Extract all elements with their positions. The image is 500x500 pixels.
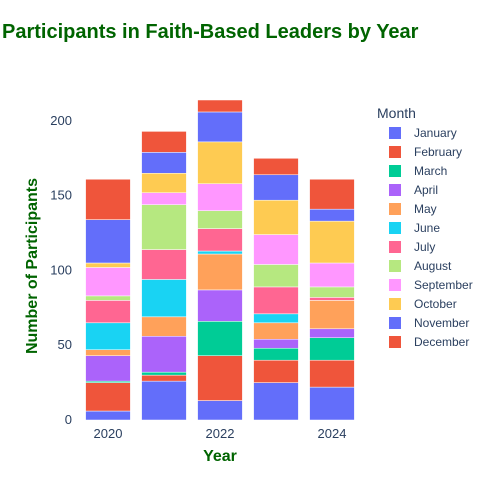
bar-segment-september-2023 [253, 234, 299, 265]
legend-swatch-june [389, 222, 401, 234]
bar-segment-february-2023 [253, 359, 299, 383]
legend-swatch-july [389, 241, 401, 253]
bar-segment-october-2021 [141, 173, 187, 193]
bar-segment-november-2021 [141, 152, 187, 174]
bar-segment-august-2023 [253, 264, 299, 288]
y-tick-label: 150 [50, 188, 72, 203]
legend-swatch-april [389, 184, 401, 196]
bar-segment-november-2024 [309, 208, 355, 222]
bar-segment-july-2023 [253, 286, 299, 315]
x-tick-label: 2024 [318, 426, 347, 441]
bar-segment-june-2020 [85, 322, 131, 350]
bar-segment-july-2024 [309, 297, 355, 301]
bar-segment-april-2024 [309, 328, 355, 339]
bar-segment-september-2021 [141, 192, 187, 205]
bar-segment-july-2021 [141, 249, 187, 280]
bar-segment-december-2021 [141, 131, 187, 153]
bar-segment-november-2023 [253, 174, 299, 201]
bar-segment-may-2023 [253, 322, 299, 340]
y-tick-label: 100 [50, 262, 72, 277]
legend-label-april: April [414, 183, 438, 197]
bar-segment-november-2020 [85, 219, 131, 264]
legend-swatch-march [389, 165, 401, 177]
bar-segment-may-2024 [309, 300, 355, 330]
legend-label-december: December [414, 335, 469, 349]
legend: Month January February March April May June Ju… [377, 105, 473, 349]
bar-segment-may-2020 [85, 349, 131, 356]
legend-title: Month [377, 105, 416, 121]
bar-segment-august-2020 [85, 295, 131, 301]
bar-segment-august-2021 [141, 204, 187, 250]
legend-label-may: May [414, 202, 437, 216]
legend-swatch-february [389, 146, 401, 158]
bar-segment-september-2020 [85, 267, 131, 297]
legend-label-june: June [414, 221, 440, 235]
bar-segment-december-2022 [197, 99, 243, 113]
legend-swatch-january [389, 127, 401, 139]
bar-segment-august-2022 [197, 210, 243, 229]
legend-swatch-december [389, 336, 401, 348]
bar-segment-march-2024 [309, 337, 355, 361]
y-axis-title: Number of Participants [24, 178, 41, 354]
y-tick-label: 50 [58, 337, 72, 352]
bar-segment-january-2020 [85, 410, 131, 421]
bar-segment-july-2020 [85, 300, 131, 324]
legend-label-january: January [414, 126, 457, 140]
bar-segment-january-2023 [253, 382, 299, 421]
bar-segment-february-2021 [141, 374, 187, 382]
bar-segment-december-2023 [253, 158, 299, 176]
bar-segment-march-2023 [253, 347, 299, 361]
bar-segment-september-2022 [197, 183, 243, 211]
bar-segment-december-2024 [309, 179, 355, 210]
bar-segment-september-2024 [309, 262, 355, 288]
bar-segment-october-2023 [253, 199, 299, 235]
y-tick-label: 0 [65, 412, 72, 427]
bar-segment-april-2021 [141, 336, 187, 373]
bar-segment-june-2021 [141, 279, 187, 318]
chart-title: Participants in Faith-Based Leaders by Y… [2, 21, 419, 43]
legend-swatch-november [389, 317, 401, 329]
bar-segment-october-2020 [85, 262, 131, 268]
bar-segment-january-2021 [141, 380, 187, 421]
bar-segment-july-2022 [197, 228, 243, 252]
bar-segment-december-2020 [85, 179, 131, 220]
legend-label-november: November [414, 316, 469, 330]
legend-label-october: October [414, 297, 457, 311]
legend-swatch-october [389, 298, 401, 310]
legend-label-july: July [414, 240, 435, 254]
bar-segment-april-2022 [197, 289, 243, 322]
legend-swatch-september [389, 279, 401, 291]
bar-segment-may-2021 [141, 316, 187, 337]
bar-segment-january-2022 [197, 400, 243, 421]
bar-segment-june-2023 [253, 313, 299, 324]
y-ticks: 0 50 100 150 200 [50, 113, 72, 427]
bar-segment-november-2022 [197, 111, 243, 143]
bar-segment-october-2024 [309, 220, 355, 264]
x-tick-label: 2020 [94, 426, 123, 441]
bar-segment-february-2020 [85, 382, 131, 412]
bar-segment-april-2023 [253, 339, 299, 349]
x-axis-title: Year [203, 448, 237, 465]
bar-segment-october-2022 [197, 141, 243, 184]
legend-label-march: March [414, 164, 447, 178]
legend-swatch-august [389, 260, 401, 272]
legend-swatch-may [389, 203, 401, 215]
bar-segment-january-2024 [309, 386, 355, 421]
bar-segment-march-2021 [141, 371, 187, 376]
bar-segment-may-2022 [197, 253, 243, 291]
x-tick-label: 2022 [206, 426, 235, 441]
y-tick-label: 200 [50, 113, 72, 128]
bar-segment-february-2024 [309, 359, 355, 388]
bar-segment-february-2022 [197, 355, 243, 401]
bar-segment-april-2020 [85, 355, 131, 382]
bar-segment-march-2022 [197, 321, 243, 356]
bars-group [85, 99, 355, 421]
bar-segment-june-2022 [197, 250, 243, 255]
bar-segment-august-2024 [309, 286, 355, 298]
legend-label-february: February [414, 145, 462, 159]
legend-label-september: September [414, 278, 473, 292]
legend-label-august: August [414, 259, 452, 273]
x-ticks: 2020 2022 2024 [94, 426, 347, 441]
